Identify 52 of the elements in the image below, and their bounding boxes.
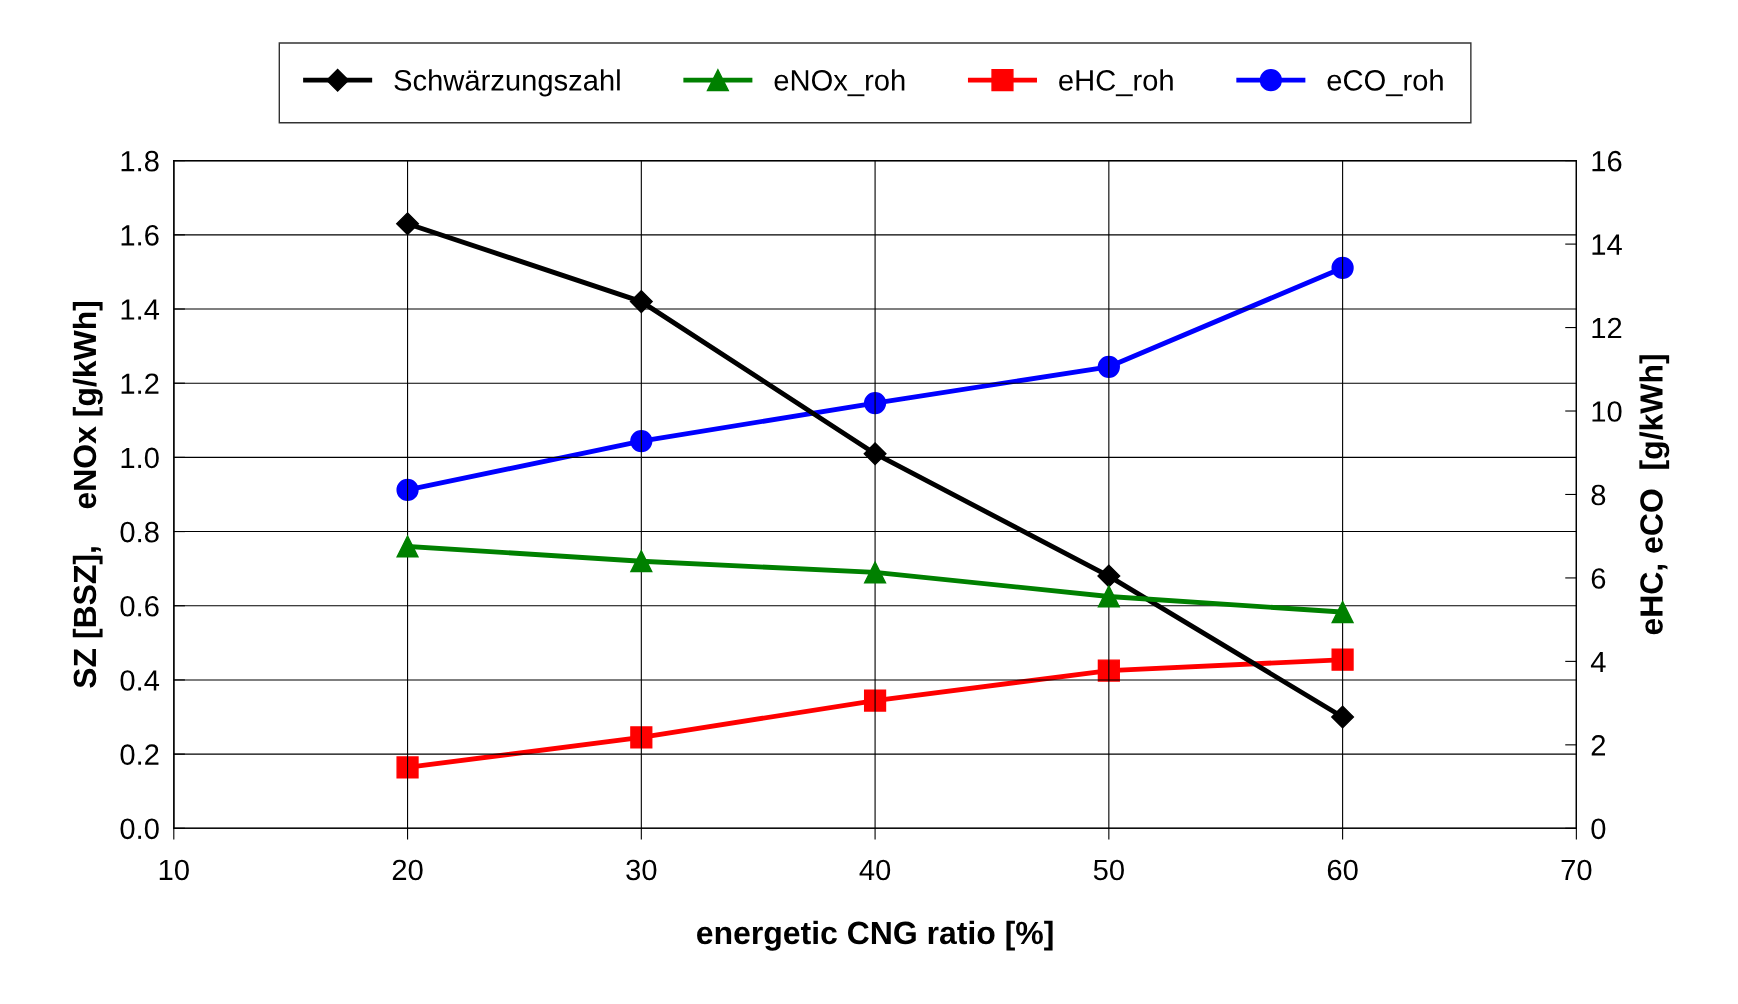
- point: [396, 535, 419, 558]
- point: [863, 442, 887, 466]
- point: [630, 726, 653, 749]
- point: [1097, 659, 1120, 682]
- y-tick-label: 1.6: [121, 225, 159, 246]
- x-axis-title: energetic CNG ratio [%]: [697, 920, 1053, 951]
- y2-tick-label: 16: [1592, 150, 1622, 172]
- point: [863, 689, 887, 712]
- x-tick-label: 60: [1327, 859, 1358, 881]
- x-tick-label: 40: [859, 859, 891, 881]
- y-tick-label: 0.0: [120, 818, 159, 840]
- legend-label: eNOx_roh: [774, 69, 905, 97]
- point: [396, 756, 419, 779]
- y2-tick-label: 12: [1592, 317, 1622, 339]
- y2-tick-label: 14: [1592, 234, 1622, 255]
- point: [396, 478, 419, 501]
- point: [1097, 585, 1120, 608]
- point: [1097, 564, 1121, 588]
- legend-label: eHC_roh: [1059, 69, 1173, 97]
- x-tick-label: 20: [392, 859, 423, 881]
- point: [1331, 256, 1354, 279]
- y2-tick-label: 2: [1591, 735, 1606, 756]
- point: [396, 212, 420, 236]
- point: [630, 550, 653, 573]
- y2-tick-label: 8: [1591, 484, 1606, 506]
- point: [863, 561, 887, 584]
- y2-axis-title: eHC, eCO [g/kWh]: [1639, 355, 1670, 635]
- y2-tick-label: 6: [1591, 568, 1606, 589]
- point: [1097, 355, 1120, 378]
- y2-tick-label: 0: [1591, 818, 1606, 840]
- y-tick-label: 0.8: [120, 521, 159, 543]
- x-tick-label: 10: [159, 859, 189, 881]
- point: [1331, 600, 1354, 624]
- point: [630, 429, 653, 453]
- y-tick-label: 1.8: [121, 150, 159, 172]
- y-tick-label: 0.4: [120, 670, 160, 691]
- y2-tick-label: 4: [1590, 651, 1606, 672]
- y-tick-label: 1.2: [121, 373, 159, 394]
- y-tick-label: 0.2: [120, 744, 159, 765]
- point: [629, 290, 653, 314]
- x-tick-label: 50: [1093, 859, 1124, 881]
- legend-label: eCO_roh: [1327, 69, 1443, 97]
- x-tick-label: 30: [626, 859, 657, 881]
- y-tick-label: 0.6: [120, 595, 159, 617]
- y2-tick-label: 10: [1592, 401, 1622, 422]
- point: [1331, 648, 1354, 671]
- y-axis-title: SZ [BSZ], eNOx [g/kWh]: [72, 301, 103, 688]
- y-tick-label: 1.4: [121, 299, 160, 320]
- x-tick-label: 70: [1561, 859, 1592, 881]
- point: [1331, 705, 1355, 729]
- legend-label: Schwärzungszahl: [394, 69, 620, 97]
- y-tick-label: 1.0: [121, 447, 159, 469]
